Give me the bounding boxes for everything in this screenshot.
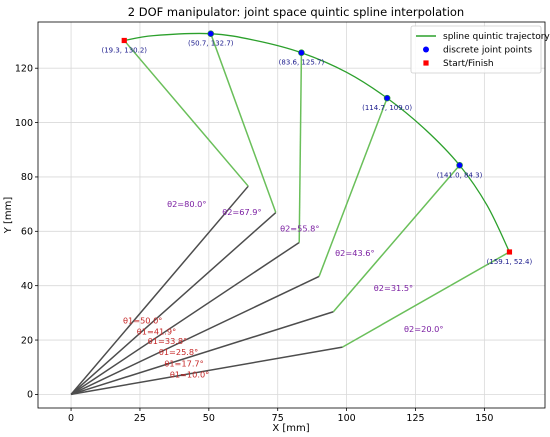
theta2-label: θ2=80.0° — [167, 199, 206, 209]
point-coordinate-label: (141.0, 84.3) — [437, 171, 483, 179]
chart-title: 2 DOF manipulator: joint space quintic s… — [128, 5, 464, 19]
link2-segment — [123, 39, 249, 187]
plot-area — [38, 22, 545, 408]
trajectory — [124, 32, 511, 253]
y-axis-label: Y [mm] — [3, 197, 14, 235]
x-tick-label: 25 — [134, 413, 146, 424]
link1-segment — [70, 346, 343, 396]
theta2-label: θ2=20.0° — [404, 324, 443, 334]
theta1-label: θ1=50.0° — [123, 316, 162, 326]
link2-segment — [318, 97, 388, 277]
y-tick-label: 20 — [21, 335, 33, 346]
x-tick-label: 75 — [272, 413, 284, 424]
theta2-label: θ2=43.6° — [335, 248, 374, 258]
point-coordinate-label: (83.6, 125.7) — [279, 59, 325, 67]
y-tick-label: 80 — [21, 172, 33, 183]
theta1-label: θ1=41.9° — [137, 327, 176, 337]
joint-point-marker — [207, 30, 215, 37]
link1-segment — [70, 275, 320, 396]
joint-point-marker — [456, 161, 463, 169]
legend-label: spline quintic trajectory — [443, 32, 550, 42]
legend: spline quintic trajectory discrete joint … — [410, 25, 550, 74]
x-tick-label: 100 — [338, 413, 356, 424]
joint-points — [121, 30, 513, 255]
legend-box — [410, 25, 542, 74]
annotations: (19.3, 130.2) (50.7, 132.7) (83.6, 125.7) (… — [101, 40, 532, 380]
x-tick-label: 0 — [68, 413, 74, 424]
x-tick-label: 150 — [475, 413, 493, 424]
finish-marker — [506, 249, 513, 255]
y-tick-label: 120 — [15, 64, 33, 75]
point-coordinate-label: (19.3, 130.2) — [101, 46, 147, 54]
point-coordinate-label: (50.7, 132.7) — [188, 40, 234, 48]
manipulator-links — [70, 33, 510, 396]
link1-segment — [70, 211, 277, 395]
trajectory-line — [124, 32, 511, 253]
y-tick-label: 60 — [21, 227, 33, 238]
start-marker — [121, 37, 127, 44]
link2-segment — [342, 251, 510, 348]
y-tick-label: 40 — [21, 281, 33, 292]
link1-segment — [70, 185, 249, 395]
x-tick-label: 50 — [203, 413, 215, 424]
theta1-label: θ1=33.8° — [148, 336, 187, 346]
legend-label: discrete joint points — [443, 46, 532, 56]
point-coordinate-label: (159.1, 52.4) — [487, 258, 533, 266]
theta2-label: θ2=31.5° — [374, 283, 413, 293]
plot-frame — [37, 21, 546, 409]
legend-circle-swatch — [423, 46, 429, 53]
theta1-label: θ1=10.0° — [170, 370, 209, 380]
point-coordinate-label: (114.7, 109.0) — [362, 104, 412, 112]
theta2-label: θ2=67.9° — [222, 207, 261, 217]
theta1-label: θ1=25.8° — [159, 347, 198, 357]
link2-segment — [332, 164, 461, 313]
legend-label: Start/Finish — [443, 59, 494, 69]
legend-square-swatch — [423, 60, 429, 66]
theta1-label: θ1=17.7° — [164, 358, 203, 368]
link1-segment — [70, 311, 334, 396]
y-tick-label: 100 — [15, 118, 33, 129]
joint-point-marker — [298, 49, 305, 57]
theta2-label: θ2=55.8° — [280, 223, 319, 233]
link1-segment — [70, 241, 300, 396]
x-tick-label: 125 — [406, 413, 424, 424]
link2-segment — [210, 33, 277, 213]
joint-point-marker — [383, 94, 391, 102]
y-tick-label: 0 — [27, 390, 33, 401]
axis-ticks: 0 25 50 75 100 125 150 0 20 40 60 80 100 120 — [15, 64, 494, 424]
link2-segment — [298, 52, 303, 243]
x-axis-label: X [mm] — [272, 423, 309, 434]
